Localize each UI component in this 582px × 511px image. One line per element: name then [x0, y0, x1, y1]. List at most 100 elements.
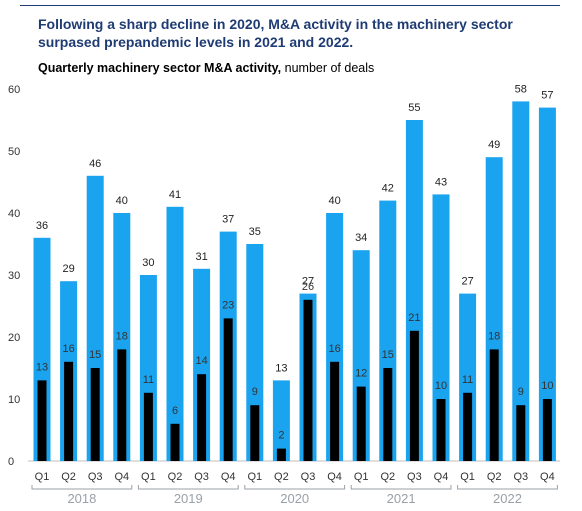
total-data-label: 46: [89, 158, 101, 170]
x-tick-label: Q3: [301, 471, 316, 483]
total-bar: [166, 206, 184, 461]
subset-data-label: 23: [222, 299, 234, 311]
total-bar: [538, 107, 556, 461]
subset-data-label: 18: [488, 330, 500, 342]
x-tick-label: Q2: [380, 471, 395, 483]
subset-data-label: 16: [328, 343, 340, 355]
x-tick-label: Q2: [487, 471, 502, 483]
total-data-label: 40: [328, 195, 340, 207]
total-data-label: 42: [382, 183, 394, 195]
total-bar: [272, 380, 290, 461]
top-rule: [20, 5, 560, 6]
subset-bar: [542, 399, 552, 461]
subset-bar: [409, 330, 419, 461]
x-tick-label: Q3: [194, 471, 209, 483]
subset-data-label: 11: [143, 374, 154, 386]
subset-data-label: 14: [195, 355, 207, 367]
total-data-label: 27: [302, 276, 314, 288]
subset-data-label: 12: [355, 368, 367, 380]
total-data-label: 13: [275, 362, 287, 374]
subset-data-label: 9: [252, 386, 258, 398]
chart-subtitle: Quarterly machinery sector M&A activity,…: [38, 61, 374, 75]
subset-bar: [117, 349, 127, 461]
subset-data-label: 26: [302, 281, 314, 293]
x-tick-label: Q4: [221, 471, 236, 483]
subset-data-label: 15: [382, 349, 394, 361]
total-data-label: 41: [169, 189, 181, 201]
subset-data-label: 15: [89, 349, 101, 361]
x-tick-label: Q2: [168, 471, 183, 483]
subset-data-label: 16: [62, 343, 74, 355]
subset-bar: [37, 380, 47, 461]
subset-bar: [197, 374, 207, 461]
y-tick-label: 60: [8, 84, 20, 96]
x-tick-label: Q2: [274, 471, 289, 483]
year-bracket: [457, 485, 558, 490]
chart-headline: Following a sharp decline in 2020, M&A a…: [38, 16, 513, 50]
subset-bar: [223, 318, 233, 461]
year-bracket: [137, 485, 239, 490]
total-bar: [512, 101, 530, 462]
total-bar: [432, 194, 450, 461]
total-data-label: 57: [541, 90, 553, 102]
total-data-label: 31: [195, 251, 207, 263]
subset-data-label: 11: [462, 374, 473, 386]
x-tick-label: Q4: [434, 471, 449, 483]
y-tick-label: 50: [8, 146, 20, 158]
subset-bar: [303, 299, 313, 461]
x-tick-label: Q3: [513, 471, 528, 483]
x-tick-label: Q1: [141, 471, 156, 483]
subset-data-label: 10: [541, 380, 553, 392]
subset-data-label: 6: [172, 405, 178, 417]
y-tick-label: 30: [8, 270, 20, 282]
subset-data-label: 9: [518, 386, 524, 398]
total-data-label: 35: [249, 226, 261, 238]
subset-data-label: 13: [36, 361, 48, 373]
year-label: 2022: [493, 491, 522, 506]
subset-bar: [356, 386, 366, 461]
subset-bar: [276, 448, 286, 461]
total-data-label: 36: [36, 220, 48, 232]
y-tick-label: 40: [8, 208, 20, 220]
subset-bar: [383, 368, 393, 461]
year-bracket: [31, 485, 133, 490]
subset-data-label: 18: [116, 330, 128, 342]
x-tick-label: Q1: [35, 471, 50, 483]
total-data-label: 29: [62, 263, 74, 275]
subset-bar: [250, 405, 260, 461]
year-bracket: [244, 485, 346, 490]
subtitle-rest: number of deals: [281, 61, 375, 75]
y-tick-label: 10: [8, 394, 20, 406]
subset-bar: [170, 423, 180, 461]
subset-bar: [516, 405, 526, 461]
subset-bar: [90, 368, 100, 461]
x-tick-label: Q1: [247, 471, 262, 483]
total-data-label: 34: [355, 232, 367, 244]
subset-bar: [463, 392, 473, 461]
subset-data-label: 21: [408, 312, 420, 324]
subset-bar: [64, 361, 74, 461]
x-tick-label: Q4: [327, 471, 342, 483]
x-tick-label: Q4: [540, 471, 555, 483]
x-tick-label: Q1: [460, 471, 475, 483]
total-data-label: 30: [142, 257, 154, 269]
subset-bar: [143, 392, 153, 461]
y-tick-label: 0: [8, 456, 14, 468]
total-data-label: 27: [461, 276, 473, 288]
subset-data-label: 10: [435, 380, 447, 392]
year-label: 2019: [174, 491, 203, 506]
x-tick-label: Q4: [114, 471, 129, 483]
x-tick-label: Q3: [407, 471, 422, 483]
total-data-label: 49: [488, 139, 500, 151]
x-tick-label: Q2: [61, 471, 76, 483]
x-tick-label: Q1: [354, 471, 369, 483]
subset-data-label: 2: [278, 430, 284, 442]
total-data-label: 40: [116, 195, 128, 207]
subset-bar: [436, 399, 446, 461]
y-tick-label: 20: [8, 332, 20, 344]
total-data-label: 37: [222, 214, 234, 226]
x-tick-label: Q3: [88, 471, 103, 483]
total-data-label: 58: [515, 83, 527, 95]
subset-bar: [489, 349, 499, 461]
